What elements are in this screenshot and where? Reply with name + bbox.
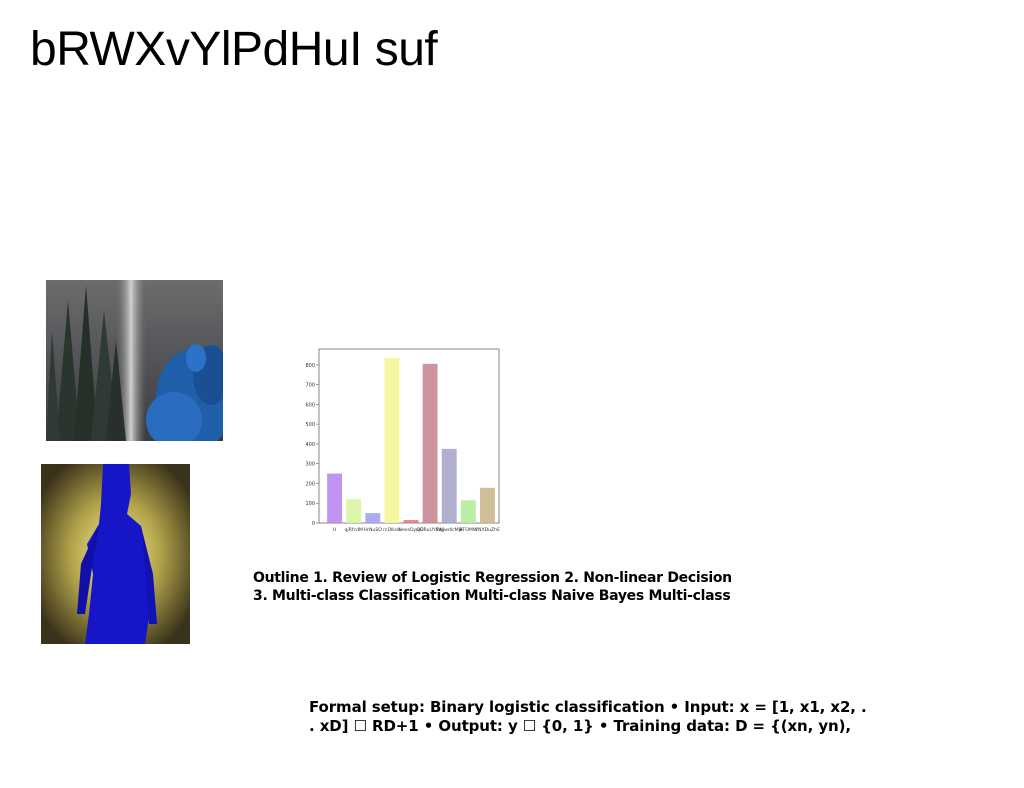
x-tick-label: ajDRuUYFWj [416,527,444,533]
bar-rcDlkdo [384,357,400,523]
forest-photo [46,280,223,441]
x-tick-label: qjRfcdM [344,527,362,533]
bar-chart-svg: 0 100 200 300 400 500 600 700 800 U qjRfcdM HrNuSO r… [305,348,500,533]
bar-BTOMW [460,500,476,523]
y-tick-label: 200 [305,481,315,487]
setup-line-2: . xD] ☐ RD+1 • Output: y ☐ {0, 1} • Trai… [309,717,851,735]
y-tick-label: 500 [305,422,315,428]
bar-HrNuSO [365,513,381,523]
x-tick-label: VNXDuZhE [475,527,500,533]
x-tick-label: rcDlkdo [383,527,401,533]
x-tick-label: HrNuSO [364,527,383,533]
y-tick-label: 400 [305,442,315,448]
formal-setup-text: Formal setup: Binary logistic classifica… [309,698,919,736]
figure-photo [41,464,190,644]
bar-ddywdlcMjb [441,448,457,523]
forest-waterfall-image [46,280,223,441]
bar-NeesDyOG [403,520,419,523]
x-tick-label: NeesDyOG [399,527,424,533]
outline-line-1: Outline 1. Review of Logistic Regression… [253,570,732,586]
outline-text: Outline 1. Review of Logistic Regression… [253,569,813,605]
bar-VNXDuZhE [479,487,495,523]
outline-line-2: 3. Multi-class Classification Multi-clas… [253,588,731,604]
x-tick-label: ddywdlcMjb [436,527,463,533]
slide-title: bRWXvYlPdHuI suf [30,23,438,76]
y-tick-label: 600 [305,402,315,408]
bar-qjRfcdM [346,499,362,523]
blue-figure-image [41,464,190,644]
y-tick-label: 800 [305,363,315,369]
setup-line-1: Formal setup: Binary logistic classifica… [309,698,867,716]
bar-ajDRuUYFWj [422,363,438,523]
y-tick-label: 300 [305,462,315,468]
x-tick-label: U [333,527,336,533]
y-tick-label: 100 [305,501,315,507]
chart-frame [318,348,500,524]
y-tick-label: 700 [305,383,315,389]
x-tick-label: BTOMW [459,527,478,533]
bar-U [327,473,343,523]
y-tick-label: 0 [312,521,315,527]
